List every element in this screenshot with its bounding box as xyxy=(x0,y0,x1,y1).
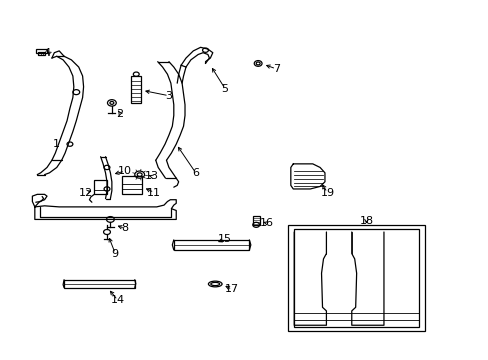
Bar xyxy=(173,240,249,250)
Bar xyxy=(36,49,46,53)
Text: 11: 11 xyxy=(147,188,161,198)
Bar xyxy=(131,76,141,103)
Text: 5: 5 xyxy=(221,84,228,94)
Bar xyxy=(294,229,418,327)
Text: 8: 8 xyxy=(121,224,128,233)
Bar xyxy=(252,216,259,225)
Text: 13: 13 xyxy=(144,171,159,181)
Text: 17: 17 xyxy=(225,284,239,294)
Bar xyxy=(64,280,135,288)
Text: 16: 16 xyxy=(259,218,273,228)
Bar xyxy=(122,176,142,194)
Text: 7: 7 xyxy=(272,64,279,74)
Text: 18: 18 xyxy=(359,216,373,226)
Text: 14: 14 xyxy=(110,295,124,305)
Text: 15: 15 xyxy=(218,234,231,244)
Text: 10: 10 xyxy=(118,166,132,176)
Text: 19: 19 xyxy=(320,188,334,198)
Text: 3: 3 xyxy=(165,91,172,101)
Bar xyxy=(94,180,106,194)
Text: 9: 9 xyxy=(111,248,119,258)
Text: 2: 2 xyxy=(116,109,123,119)
Text: 1: 1 xyxy=(53,139,60,149)
Bar xyxy=(38,52,44,55)
Text: 12: 12 xyxy=(79,188,93,198)
Text: 6: 6 xyxy=(192,168,199,178)
Text: 4: 4 xyxy=(43,48,50,58)
Bar xyxy=(288,225,424,330)
